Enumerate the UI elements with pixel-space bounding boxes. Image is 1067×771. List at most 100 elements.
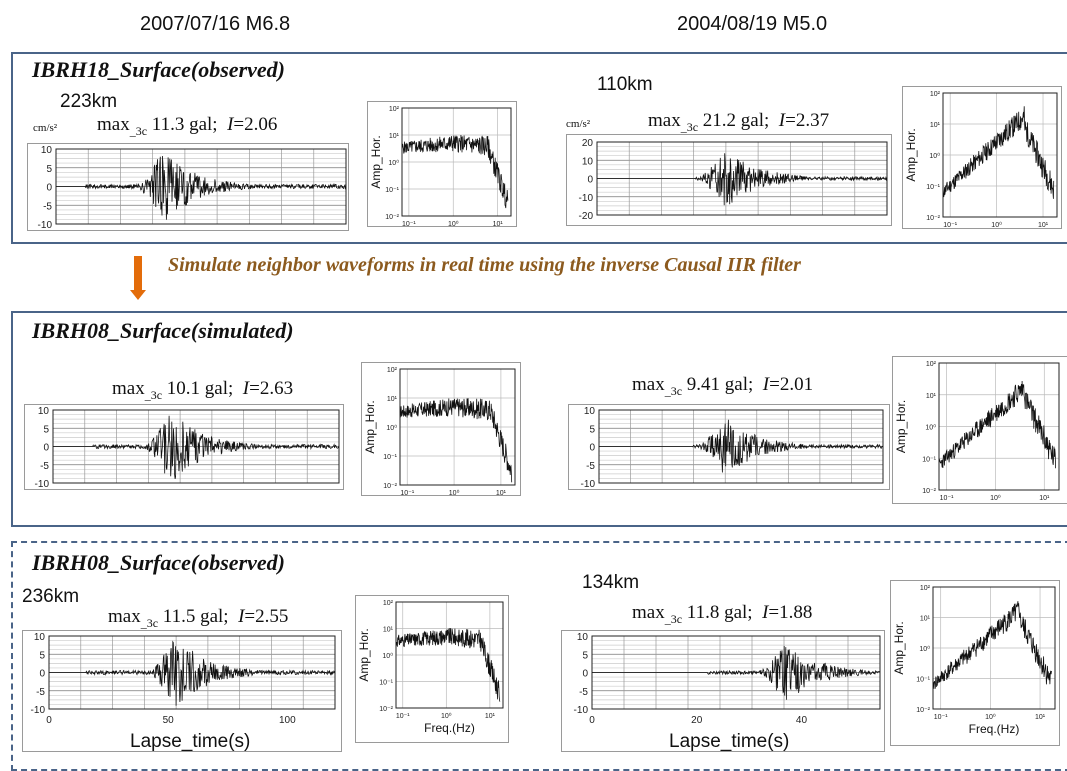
y-tick-label: -5 — [43, 201, 52, 212]
y-tick-label: 10¹ — [387, 396, 398, 403]
y-tick-label: 10² — [387, 367, 398, 374]
x-tick-label: 40 — [796, 715, 808, 726]
y-tick-label: -10 — [31, 705, 46, 716]
x-tick-label: 10⁻¹ — [940, 495, 954, 502]
y-tick-label: 10⁻¹ — [916, 677, 930, 684]
y-tick-label: 0 — [43, 443, 49, 454]
spectrum-trace — [932, 601, 1052, 689]
x-tick-label: 10¹ — [1035, 714, 1046, 721]
y-axis-title: Amp_Hor. — [904, 128, 918, 181]
y-tick-label: -10 — [579, 193, 594, 204]
arrow-head-icon — [130, 290, 146, 300]
distance-label: 223km — [60, 91, 118, 112]
y-tick-label: 10⁰ — [382, 652, 393, 660]
y-tick-label: 10⁻¹ — [385, 187, 399, 194]
waveform-trace — [49, 640, 336, 706]
x-tick-label: 10⁻¹ — [402, 221, 416, 226]
y-tick-label: 0 — [582, 669, 588, 680]
y-tick-label: 10¹ — [389, 133, 400, 140]
y-tick-label: 10⁻¹ — [926, 184, 940, 191]
y-tick-label: 10⁻² — [916, 707, 930, 714]
y-tick-label: 10⁰ — [919, 645, 930, 653]
waveform-trace — [56, 155, 347, 220]
x-tick-label: 10¹ — [1039, 495, 1050, 502]
y-tick-label: 10⁻¹ — [379, 680, 393, 687]
x-tick-label: 10⁰ — [441, 712, 452, 720]
plot-border — [399, 368, 516, 486]
y-tick-label: 0 — [46, 183, 52, 194]
y-tick-label: 10 — [584, 406, 596, 417]
unit-label: cm/s² — [566, 118, 591, 130]
y-tick-label: 10 — [577, 632, 589, 643]
x-tick-label: 10⁰ — [990, 494, 1001, 502]
y-tick-label: -10 — [35, 479, 50, 489]
y-tick-label: 10⁻¹ — [383, 454, 397, 461]
y-tick-label: 10² — [930, 91, 941, 98]
max-amplitude-label: max_3c 21.2 gal; I=2.37 — [648, 110, 830, 134]
x-tick-label: 10¹ — [493, 221, 504, 226]
y-tick-label: 10¹ — [920, 616, 931, 623]
unit-label: cm/s² — [33, 122, 58, 134]
y-tick-label: 10⁰ — [386, 424, 397, 432]
y-tick-label: 10⁻² — [379, 706, 393, 713]
y-tick-label: 0 — [589, 443, 595, 454]
spectrum-trace — [395, 628, 501, 702]
y-tick-label: 10¹ — [383, 627, 394, 634]
max-amplitude-label: max_3c 10.1 gal; I=2.63 — [112, 378, 294, 402]
x-axis-title: Lapse_time(s) — [669, 731, 790, 752]
y-tick-label: 10⁻² — [922, 488, 936, 495]
distance-label: 110km — [597, 74, 653, 95]
spectrum-trace — [401, 134, 509, 209]
y-tick-label: 10⁻¹ — [922, 456, 936, 463]
spectrum-trace — [938, 380, 1056, 469]
x-tick-label: 10⁰ — [985, 713, 996, 721]
y-tick-label: 10² — [389, 106, 400, 113]
max-amplitude-label: max_3c 11.5 gal; I=2.55 — [108, 606, 289, 630]
x-tick-label: 0 — [589, 715, 595, 726]
y-tick-label: -10 — [574, 705, 589, 716]
y-tick-label: 20 — [582, 138, 594, 149]
waveform-plot: 10 5 0 -5 -10 — [569, 405, 889, 489]
section-title: IBRH18_Surface(observed) — [32, 57, 285, 82]
waveform-trace — [599, 419, 884, 473]
plot-border — [942, 92, 1058, 218]
y-tick-label: -5 — [36, 687, 45, 698]
left-event-header: 2007/07/16 M6.8 — [140, 13, 291, 35]
y-tick-label: 10¹ — [926, 393, 937, 400]
spectrum-trace — [942, 106, 1055, 199]
y-tick-label: 10⁻² — [383, 483, 397, 490]
x-tick-label: 10⁻¹ — [400, 490, 414, 495]
y-tick-label: -10 — [581, 479, 596, 489]
plot-border — [395, 601, 504, 709]
y-tick-label: 5 — [43, 424, 49, 435]
y-tick-label: 10 — [38, 406, 50, 417]
plot-border — [938, 362, 1060, 491]
y-tick-label: 10 — [41, 145, 53, 156]
section-title: IBRH08_Surface(simulated) — [32, 318, 294, 343]
y-tick-label: -10 — [38, 220, 53, 230]
y-tick-label: 10⁰ — [925, 424, 936, 432]
section-ibrh18-observed — [11, 52, 1067, 244]
y-tick-label: 5 — [46, 164, 52, 175]
y-axis-title: Amp_Hor. — [363, 400, 377, 453]
y-tick-label: 10² — [383, 600, 394, 607]
y-tick-label: 0 — [39, 669, 45, 680]
x-tick-label: 100 — [279, 715, 296, 726]
y-tick-label: 10⁰ — [929, 152, 940, 160]
y-tick-label: 10² — [926, 361, 937, 368]
waveform-trace — [592, 645, 881, 700]
y-axis-title: Amp_Hor. — [894, 400, 908, 453]
y-tick-label: 10⁻² — [926, 215, 940, 222]
y-tick-label: 10⁻² — [385, 214, 399, 221]
x-tick-label: 10⁻¹ — [396, 713, 410, 720]
y-tick-label: 5 — [589, 424, 595, 435]
x-axis-title: Freq.(Hz) — [969, 722, 1020, 736]
process-banner: Simulate neighbor waveforms in real time… — [168, 254, 801, 276]
